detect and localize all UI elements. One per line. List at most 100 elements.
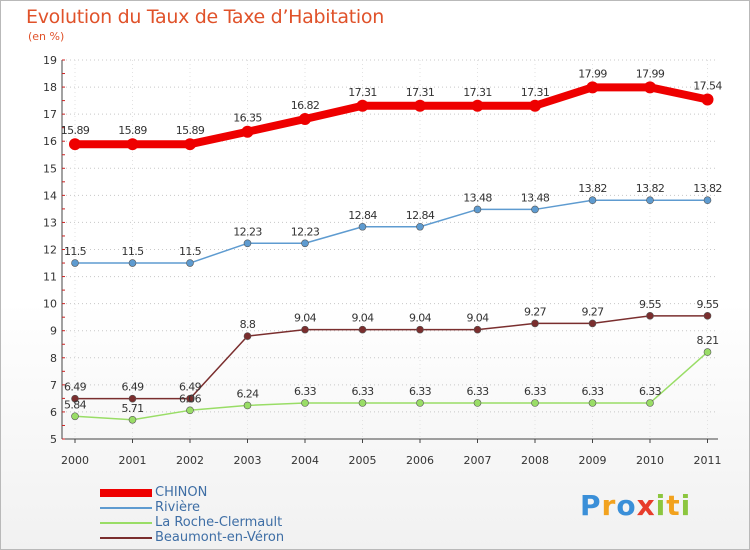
data-point xyxy=(414,99,426,112)
data-point xyxy=(243,239,252,248)
data-label: 11.5 xyxy=(121,245,144,258)
legend-swatch-riviere xyxy=(100,507,152,509)
y-tick-label: 5 xyxy=(50,433,57,446)
data-point xyxy=(301,239,309,248)
series-layer xyxy=(69,81,714,424)
legend-swatch-la-roche-clermault xyxy=(100,522,152,524)
data-label: 6.06 xyxy=(179,392,202,405)
y-tick-label: 6 xyxy=(50,406,57,419)
data-label: 17.99 xyxy=(578,67,607,80)
x-tick-label: 2002 xyxy=(176,454,204,467)
data-point xyxy=(473,399,482,407)
axis-layer: 5 6 7 8 9 10 11 12 13 14 15 16 17 18 19 2000 2001 2002 200… xyxy=(43,54,722,467)
legend-label: Beaumont-en-Véron xyxy=(155,530,285,545)
data-label: 9.27 xyxy=(524,305,547,318)
data-point xyxy=(241,125,254,138)
data-label: 17.31 xyxy=(463,86,492,99)
logo-letter: t xyxy=(666,489,681,522)
y-tick-label: 12 xyxy=(43,244,57,257)
data-label: 17.31 xyxy=(406,86,435,99)
data-label: 16.82 xyxy=(291,99,320,112)
x-tick-label: 2010 xyxy=(636,454,664,467)
data-point xyxy=(531,205,539,214)
x-tick-label: 2009 xyxy=(579,454,607,467)
y-tick-label: 9 xyxy=(50,325,57,338)
series-line xyxy=(74,315,709,400)
data-label: 5.71 xyxy=(121,402,143,415)
data-point xyxy=(416,325,424,334)
data-point xyxy=(471,99,484,112)
data-label: 9.27 xyxy=(581,305,604,318)
series-line xyxy=(74,351,709,421)
data-point xyxy=(184,138,196,151)
data-label: 6.49 xyxy=(179,381,202,394)
data-label: 13.48 xyxy=(463,191,492,204)
data-point xyxy=(703,312,712,320)
data-label: 13.82 xyxy=(578,182,607,195)
data-point xyxy=(358,222,367,231)
data-label: 6.24 xyxy=(236,387,259,400)
legend-swatch-chinon xyxy=(100,489,152,497)
legend-label: La Roche-Clermault xyxy=(155,515,283,530)
series-line xyxy=(74,199,709,264)
data-point xyxy=(416,399,424,407)
data-label: 5.84 xyxy=(64,398,87,411)
legend-swatch-beaumont-en-veron xyxy=(100,537,152,539)
data-label: 9.04 xyxy=(294,312,317,325)
data-label: 17.99 xyxy=(636,67,665,80)
data-label: 6.49 xyxy=(64,381,87,394)
logo-letter: i xyxy=(680,489,692,522)
y-tick-label: 18 xyxy=(43,81,57,94)
data-point xyxy=(299,113,311,126)
x-tick-label: 2003 xyxy=(234,454,262,467)
grid-layer xyxy=(62,59,718,440)
y-tick-label: 13 xyxy=(43,216,57,229)
data-label: 12.23 xyxy=(233,225,262,238)
series-chinon xyxy=(69,81,714,151)
series-rivi-re xyxy=(71,196,712,267)
logo-letter: P xyxy=(580,489,602,522)
legend-label: Rivière xyxy=(155,500,201,515)
y-tick-label: 14 xyxy=(43,189,57,202)
logo-letter: x xyxy=(636,489,656,522)
y-tick-label: 8 xyxy=(50,352,57,365)
chart-title: Evolution du Taux de Taxe d’Habitation xyxy=(26,6,384,28)
data-label: 9.04 xyxy=(466,312,489,325)
data-label: 9.04 xyxy=(351,312,374,325)
series-line xyxy=(71,83,712,149)
x-tick-label: 2007 xyxy=(464,454,492,467)
data-point xyxy=(186,259,194,267)
data-point xyxy=(126,138,139,151)
data-label: 15.89 xyxy=(118,124,147,137)
data-label: 6.33 xyxy=(639,385,662,398)
x-tick-label: 2001 xyxy=(119,454,147,467)
data-point xyxy=(301,399,309,407)
data-point xyxy=(531,319,539,328)
data-label: 17.31 xyxy=(348,86,377,99)
data-point xyxy=(71,412,79,421)
data-point xyxy=(69,138,81,151)
data-point xyxy=(243,332,252,340)
series-la-roche-clermault xyxy=(71,348,712,424)
data-label: 13.48 xyxy=(521,191,550,204)
data-label: 8.21 xyxy=(696,334,718,347)
data-label: 8.8 xyxy=(240,318,256,331)
data-label: 16.35 xyxy=(233,112,262,125)
data-point xyxy=(588,319,597,328)
data-label: 17.54 xyxy=(693,80,722,93)
data-label: 6.33 xyxy=(409,385,432,398)
data-point xyxy=(701,93,714,106)
data-label: 13.82 xyxy=(693,182,722,195)
data-label: 15.89 xyxy=(176,124,205,137)
data-point xyxy=(703,196,712,205)
series-beaumont-en-v-ron xyxy=(71,312,712,403)
data-point xyxy=(358,325,367,334)
data-label-layer: 6.49 6.49 6.49 8.8 9.04 9.04 9.04 9.04 9.27 9.27 9… xyxy=(61,67,723,414)
data-label: 9.55 xyxy=(639,298,662,311)
data-label: 6.33 xyxy=(524,385,547,398)
data-point xyxy=(128,415,137,424)
legend-label: CHINON xyxy=(155,485,208,500)
data-point xyxy=(531,399,539,407)
